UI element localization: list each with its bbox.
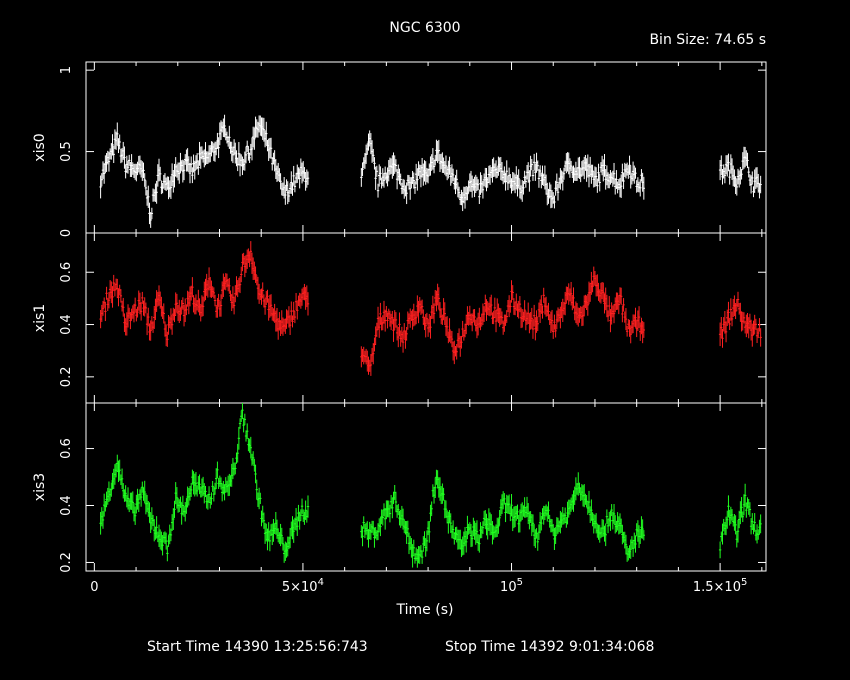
y-tick-label: 0 [59,229,74,237]
y-tick-label: 1 [59,66,74,74]
y-tick-label: 0.4 [59,495,74,516]
x-tick-label: 1.5×105 [693,577,747,595]
x-tick-label: 5×104 [282,577,324,595]
series-label-xis0: xis0 [32,133,48,161]
x-tick-exponent: 5 [517,577,523,588]
x-tick-label: 105 [500,577,523,595]
panel-xis3: xis3 0.2 0.4 0.6 [32,402,767,573]
x-tick-exponent: 4 [318,577,324,588]
chart-title: NGC 6300 [389,20,460,36]
panel-frame [85,61,767,234]
panel-xis0: xis0 0 0.5 1 [32,61,767,237]
start-time-label: Start Time 14390 13:25:56:743 [147,639,368,655]
panel-xis1: xis1 0.2 0.4 0.6 [32,232,767,404]
y-tick-label: 0.6 [59,262,74,283]
x-tick-exponent: 5 [741,577,747,588]
panel-frame [85,402,767,572]
series-label-xis3: xis3 [32,473,48,501]
series-label-xis1: xis1 [32,304,48,332]
stop-time-label: Stop Time 14392 9:01:34:068 [445,639,654,655]
bin-size-label: Bin Size: 74.65 s [649,32,766,48]
y-tick-label: 0.2 [59,367,74,388]
y-tick-label: 0.6 [59,438,74,459]
y-tick-label: 0.2 [59,552,74,573]
x-tick-label: 0 [90,580,98,595]
y-tick-label: 0.5 [59,141,74,162]
x-axis-label: Time (s) [396,602,454,618]
y-tick-label: 0.4 [59,314,74,335]
